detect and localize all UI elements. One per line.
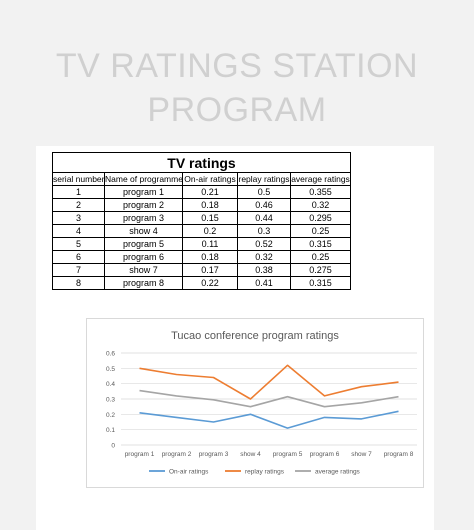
table-cell: 8: [52, 276, 105, 290]
table-cell: 0.17: [182, 263, 238, 277]
x-tick-label: program 8: [384, 451, 414, 458]
table-cell: 0.22: [182, 276, 238, 290]
table-title-row: TV ratings: [51, 152, 352, 173]
table-cell: 0.275: [289, 263, 352, 277]
table-cell: program 5: [104, 237, 183, 251]
table-cell: 0.18: [182, 198, 238, 212]
column-header: Name of programme: [104, 172, 183, 186]
page-title-line-2: PROGRAM: [147, 91, 327, 129]
table-cell: 0.46: [237, 198, 291, 212]
table-row: 8 program 8 0.22 0.41 0.315: [52, 276, 352, 290]
table-cell: 0.15: [182, 211, 238, 225]
table-cell: 7: [52, 263, 105, 277]
y-tick-label: 0.2: [106, 412, 115, 419]
table-header-row: serial number Name of programme On-air r…: [52, 172, 352, 186]
x-tick-label: program 2: [162, 451, 192, 458]
table-cell: 0.41: [237, 276, 291, 290]
table-cell: show 4: [104, 224, 183, 238]
x-tick-label: program 3: [199, 451, 229, 458]
page-title-line-1: TV RATINGS STATION: [55, 47, 419, 85]
table-title: TV ratings: [51, 152, 352, 173]
table-cell: 0.5: [237, 185, 291, 199]
ratings-table: TV ratings serial number Name of program…: [51, 152, 352, 290]
x-tick-label: program 5: [273, 451, 303, 458]
y-tick-label: 0.1: [106, 427, 115, 434]
table-cell: 0.25: [289, 250, 352, 264]
x-tick-label: program 6: [310, 451, 340, 458]
series-line-1: [139, 364, 399, 400]
y-tick-label: 0: [111, 443, 115, 450]
table-cell: 0.25: [289, 224, 352, 238]
table-body: 1 program 1 0.21 0.5 0.355 2 program 2 0.18 0.46…: [52, 185, 352, 290]
table-row: 3 program 3 0.15 0.44 0.295: [52, 211, 352, 225]
column-header: serial number: [52, 172, 105, 186]
y-tick-label: 0.5: [106, 366, 115, 373]
table-cell: 0.315: [289, 237, 352, 251]
table-cell: 6: [52, 250, 105, 264]
table-cell: 0.2: [182, 224, 238, 238]
table-row: 1 program 1 0.21 0.5 0.355: [52, 185, 352, 199]
table-row: 2 program 2 0.18 0.46 0.32: [52, 198, 352, 212]
table-cell: program 8: [104, 276, 183, 290]
x-tick-label: show 4: [240, 451, 261, 458]
series-line-2: [139, 389, 399, 408]
table-cell: 0.295: [289, 211, 352, 225]
y-tick-label: 0.6: [106, 351, 115, 358]
x-tick-label: show 7: [351, 451, 372, 458]
table-cell: 4: [52, 224, 105, 238]
table-cell: 0.21: [182, 185, 238, 199]
table-cell: 0.3: [237, 224, 291, 238]
legend-label: average ratings: [315, 469, 361, 476]
table-cell: program 2: [104, 198, 183, 212]
table-cell: 0.32: [237, 250, 291, 264]
table-row: 6 program 6 0.18 0.32 0.25: [52, 250, 352, 264]
table-cell: 2: [52, 198, 105, 212]
x-tick-label: program 1: [125, 451, 155, 458]
series-line-0: [139, 410, 399, 429]
table-cell: show 7: [104, 263, 183, 277]
line-chart: Tucao conference program ratings 0 0.1 0.2 0…: [106, 330, 417, 476]
legend-label: replay ratings: [245, 469, 285, 476]
page-title: TV RATINGS STATION PROGRAM: [0, 44, 474, 132]
table-row: 4 show 4 0.2 0.3 0.25: [52, 224, 352, 238]
y-tick-label: 0.4: [106, 381, 115, 388]
column-header: On-air ratings: [182, 172, 238, 186]
table-cell: 3: [52, 211, 105, 225]
table-row: 7 show 7 0.17 0.38 0.275: [52, 263, 352, 277]
legend-label: On-air ratings: [169, 469, 209, 476]
table-cell: program 1: [104, 185, 183, 199]
table-cell: 5: [52, 237, 105, 251]
table-cell: 0.32: [289, 198, 352, 212]
table-cell: 1: [52, 185, 105, 199]
table-cell: 0.355: [289, 185, 352, 199]
table-cell: program 3: [104, 211, 183, 225]
chart-container: Tucao conference program ratings 0 0.1 0.2 0…: [86, 318, 424, 488]
table-cell: 0.52: [237, 237, 291, 251]
table-row: 5 program 5 0.11 0.52 0.315: [52, 237, 352, 251]
y-tick-label: 0.3: [106, 397, 115, 404]
table-cell: 0.18: [182, 250, 238, 264]
column-header: average ratings: [289, 172, 352, 186]
table-cell: program 6: [104, 250, 183, 264]
chart-title: Tucao conference program ratings: [171, 330, 339, 342]
table-cell: 0.11: [182, 237, 238, 251]
table-cell: 0.44: [237, 211, 291, 225]
column-header: replay ratings: [237, 172, 291, 186]
table-cell: 0.315: [289, 276, 352, 290]
table-cell: 0.38: [237, 263, 291, 277]
